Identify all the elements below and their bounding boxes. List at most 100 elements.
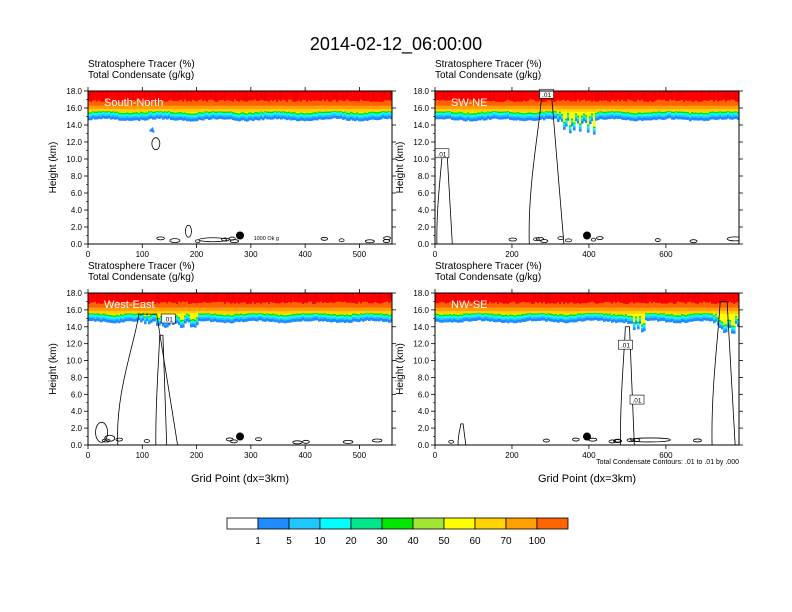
tracer-cell: [310, 91, 313, 102]
tracer-streak: [585, 91, 587, 99]
tracer-cell: [563, 121, 566, 124]
tracer-cell: [136, 315, 139, 317]
tracer-cell: [489, 105, 492, 110]
tracer-cell: [122, 302, 125, 308]
tracer-cell: [695, 117, 698, 121]
tracer-cell: [148, 112, 151, 115]
tracer-cell: [376, 318, 379, 322]
tracer-streak: [296, 91, 298, 100]
tracer-cell: [332, 115, 335, 119]
tracer-cell: [256, 100, 259, 106]
tracer-cell: [711, 109, 714, 112]
tracer-cell: [104, 311, 107, 314]
tracer-cell: [214, 318, 217, 322]
tracer-cell: [509, 115, 512, 117]
tracer-cell: [338, 109, 341, 112]
tracer-cell: [477, 109, 480, 113]
tracer-streak: [709, 91, 711, 99]
tracer-cell: [170, 105, 173, 110]
tracer-cell: [236, 109, 239, 113]
tracer-cell: [120, 105, 123, 110]
tracer-cell: [106, 114, 109, 116]
tracer-cell: [204, 313, 207, 315]
tracer-cell: [354, 318, 357, 322]
tracer-cell: [140, 100, 143, 106]
tracer-cell: [170, 293, 173, 303]
tracer-cell: [675, 100, 678, 106]
tracer-cell: [172, 302, 175, 308]
x-tick-label: 200: [190, 250, 204, 259]
tracer-cell: [581, 119, 584, 121]
tracer-cell: [585, 118, 588, 120]
tracer-cell: [372, 114, 375, 117]
tracer-cell: [94, 116, 97, 120]
tracer-cell: [437, 315, 440, 318]
tracer-cell: [150, 302, 153, 308]
tracer-cell: [100, 112, 103, 115]
tracer-cell: [617, 109, 620, 112]
tracer-cell: [186, 113, 189, 115]
tracer-cell: [272, 313, 275, 316]
tracer-cell: [380, 105, 383, 110]
tracer-cell: [252, 105, 255, 110]
tracer-cell: [471, 116, 474, 119]
tracer-cell: [194, 109, 197, 113]
tracer-cell: [278, 110, 281, 113]
tracer-cell: [356, 112, 359, 114]
tracer-cell: [274, 109, 277, 112]
tracer-cell: [390, 311, 392, 314]
tracer-cell: [102, 318, 105, 322]
tracer-cell: [350, 307, 353, 312]
tracer-cell: [735, 110, 738, 113]
tracer-cell: [511, 115, 514, 118]
tracer-cell: [234, 114, 237, 117]
tracer-cell: [120, 315, 123, 318]
tracer-cell: [348, 117, 351, 121]
tracer-cell: [447, 317, 450, 320]
tracer-cell: [529, 115, 532, 118]
tracer-cell: [521, 116, 524, 118]
tracer-cell: [356, 117, 359, 121]
tracer-cell: [469, 293, 472, 302]
tracer-cell: [354, 109, 357, 113]
tracer-cell: [549, 109, 552, 112]
tracer-cell: [463, 316, 466, 319]
tracer-cell: [162, 114, 165, 117]
tracer-cell: [232, 314, 235, 316]
tracer-cell: [649, 114, 652, 116]
tracer-cell: [388, 100, 391, 106]
tracer-cell: [513, 117, 516, 121]
tracer-cell: [583, 115, 586, 117]
tracer-cell: [390, 314, 392, 316]
tracer-cell: [671, 116, 674, 120]
tracer-cell: [266, 116, 269, 120]
tracer-cell: [290, 311, 293, 315]
tracer-cell: [216, 319, 219, 323]
tracer-cell: [703, 100, 706, 106]
tracer-cell: [455, 115, 458, 118]
tracer-cell: [653, 91, 656, 102]
tracer-cell: [340, 314, 343, 317]
tracer-cell: [543, 101, 546, 106]
tracer-cell: [136, 99, 139, 106]
tracer-cell: [629, 112, 632, 115]
tracer-cell: [130, 311, 133, 314]
tracer-cell: [292, 115, 295, 118]
tracer-streak: [338, 293, 340, 300]
tracer-cell: [372, 314, 375, 317]
tracer-cell: [280, 307, 283, 312]
tracer-cell: [707, 114, 710, 117]
tracer-cell: [254, 105, 257, 110]
tracer-streak: [216, 293, 218, 301]
tracer-cell: [601, 116, 604, 120]
tracer-cell: [252, 312, 255, 315]
tracer-cell: [354, 118, 357, 122]
tracer-cell: [364, 316, 367, 318]
tracer-cell: [535, 91, 538, 102]
tracer-cell: [481, 318, 484, 322]
tracer-cell: [304, 109, 307, 113]
tracer-cell: [663, 113, 666, 116]
tracer-cell: [479, 301, 482, 308]
tracer-cell: [479, 313, 482, 316]
tracer-cell: [236, 313, 239, 316]
